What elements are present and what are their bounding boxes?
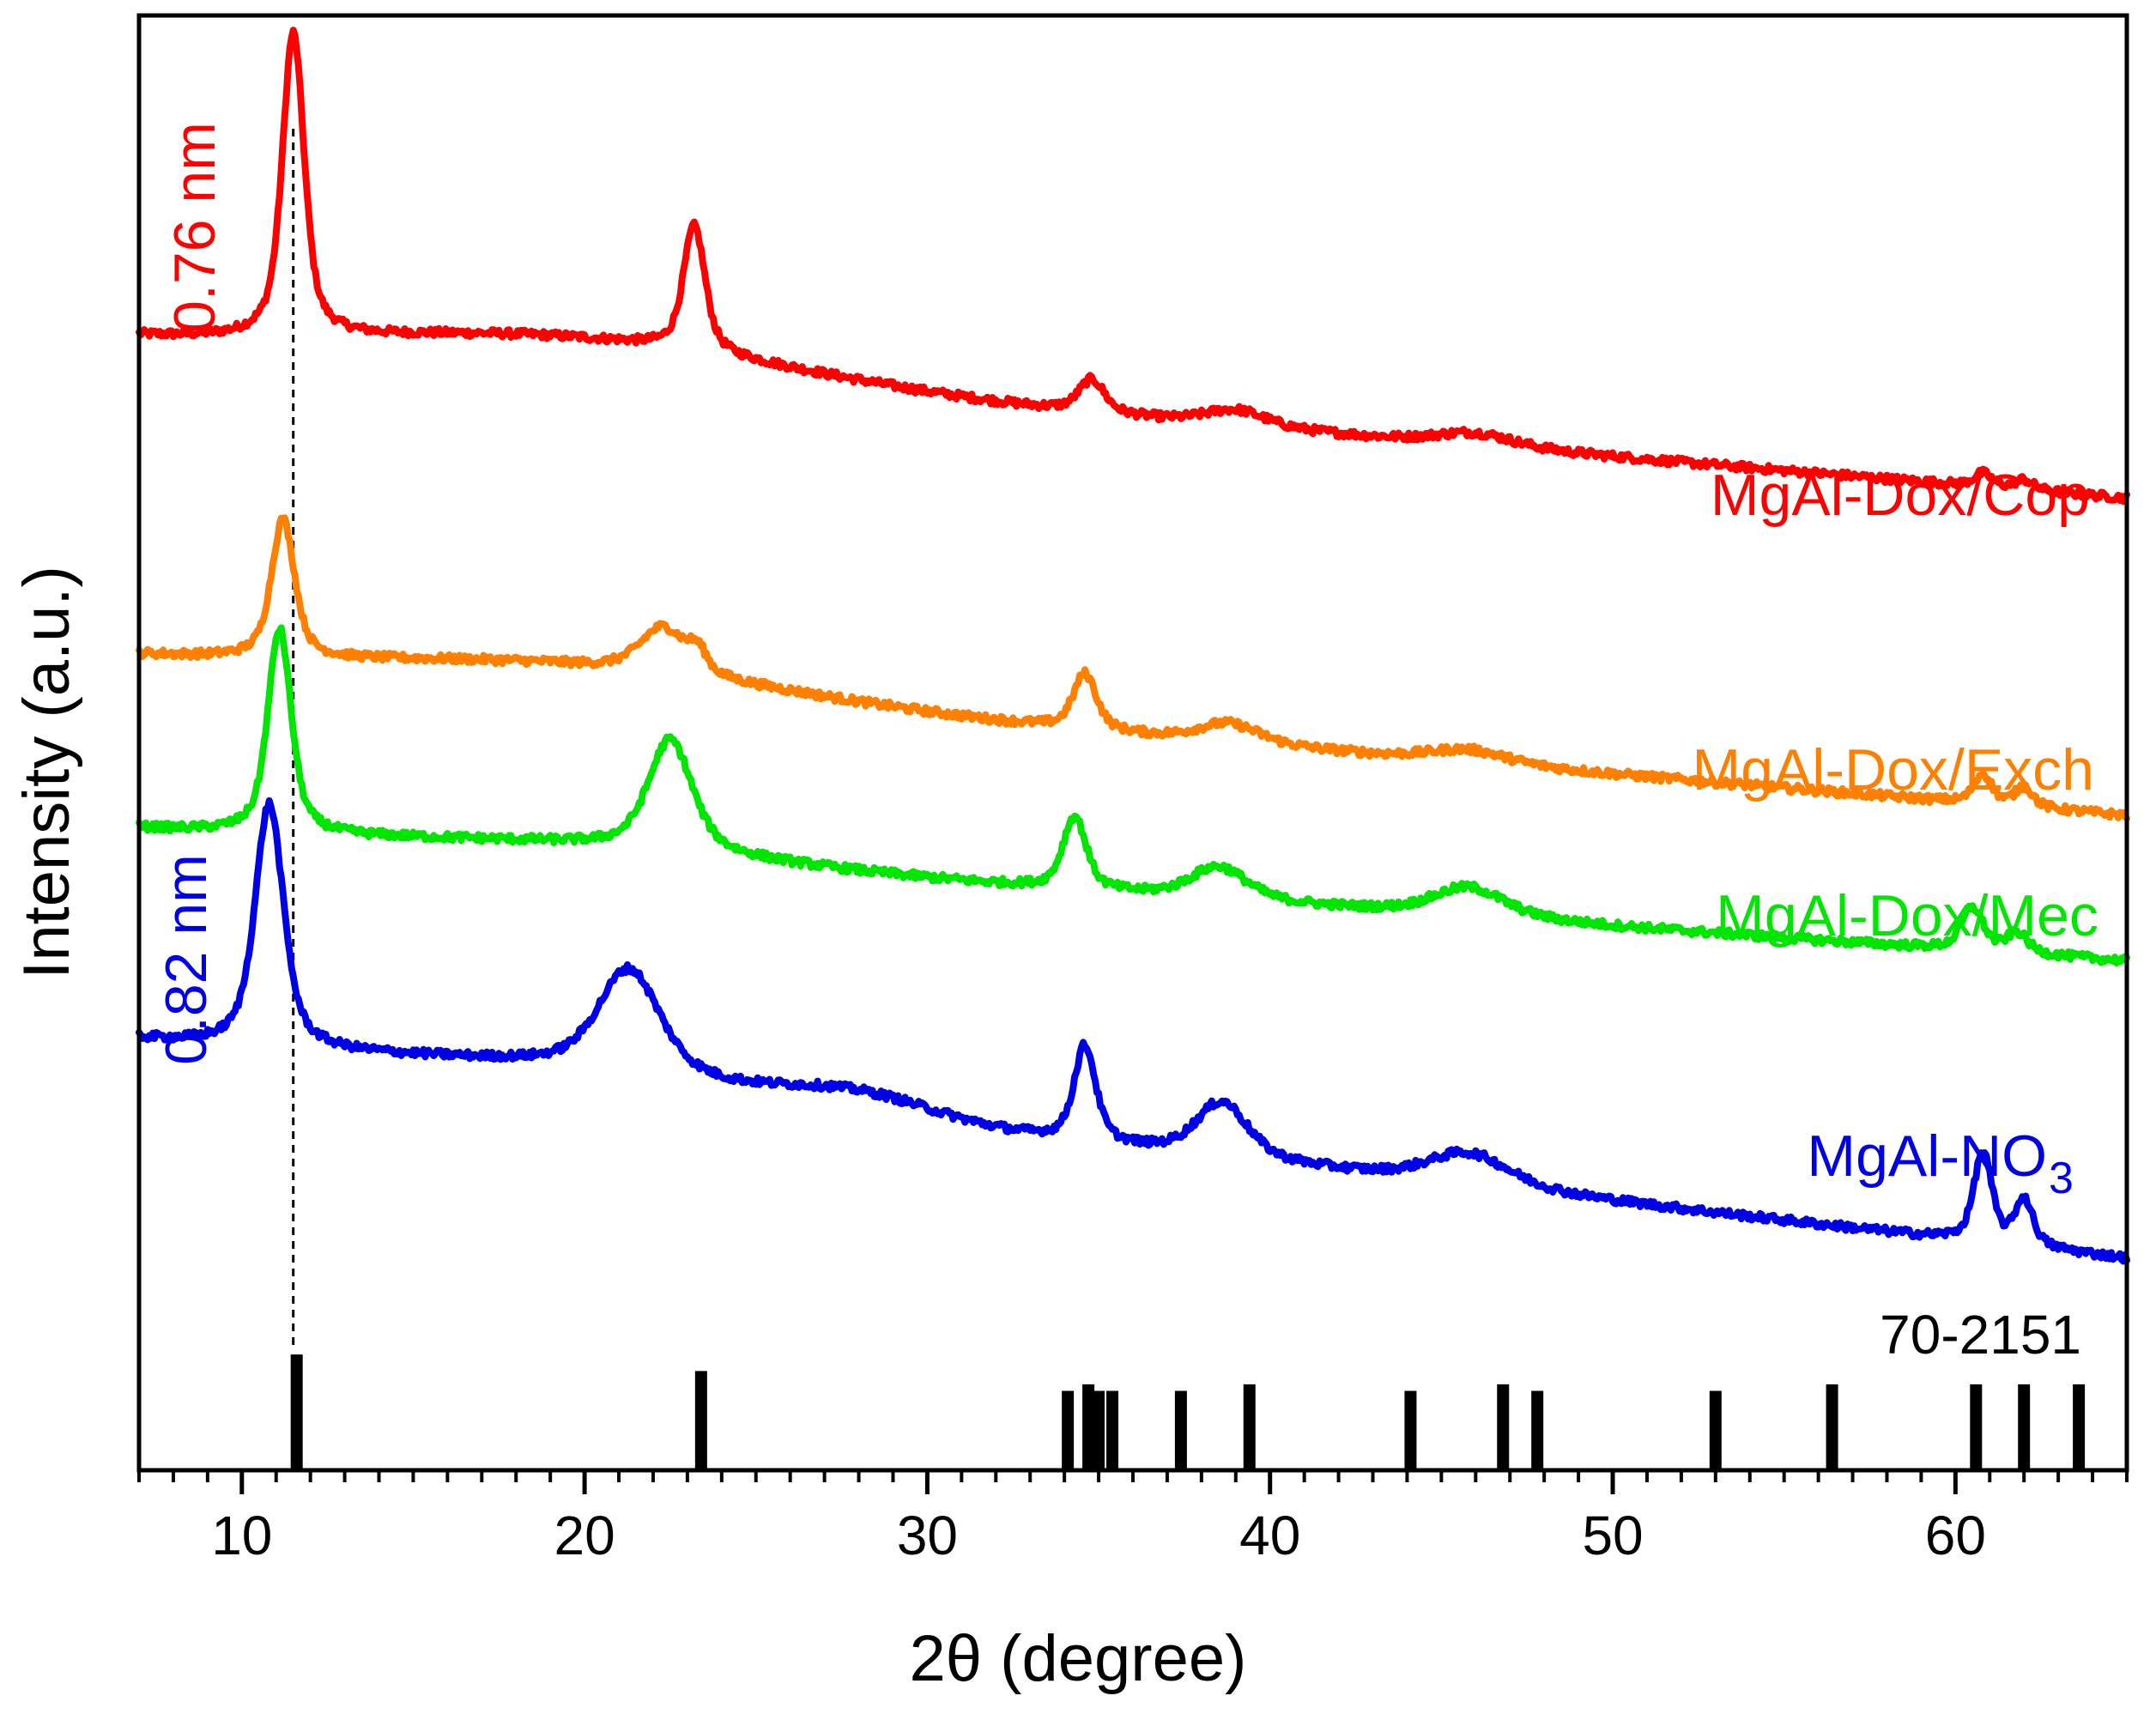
series-line-mgal-dox-mec xyxy=(136,624,2130,967)
series-line-mgal-dox-cop xyxy=(136,27,2130,506)
x-tick-label-40: 40 xyxy=(1239,1505,1300,1566)
reference-label: 70-2151 xyxy=(1880,1304,2081,1366)
series-line-mgal-no3 xyxy=(136,796,2130,1265)
y-axis-title: Intensity (a.u.) xyxy=(10,566,83,979)
series-line-mgal-dox-exch xyxy=(136,514,2130,822)
axes-layer: 10 20 30 40 50 60 xyxy=(136,13,2129,1566)
reference-layer xyxy=(290,1354,2086,1470)
series-label-cop: MgAl-Dox/Cop xyxy=(1711,463,2090,528)
series-label-mec: MgAl-Dox/Mec xyxy=(1716,883,2098,948)
x-tick-label-20: 20 xyxy=(554,1505,615,1566)
series-label-no3-main: MgAl-NO xyxy=(1807,1123,2047,1189)
x-axis-title: 2θ (degree) xyxy=(910,1622,1247,1695)
x-tick-label-10: 10 xyxy=(211,1505,272,1566)
annotation-no3-spacing: 0.82 nm xyxy=(154,854,219,1065)
annotation-cop-spacing: 0.76 nm xyxy=(162,122,227,333)
series-label-no3-subscript: 3 xyxy=(2049,1154,2074,1203)
series-label-no3: MgAl-NO xyxy=(1807,1123,2047,1189)
series-label-exch: MgAl-Dox/Exch xyxy=(1692,737,2094,802)
series-layer xyxy=(136,27,2130,1265)
x-tick-label-30: 30 xyxy=(897,1505,958,1566)
x-tick-label-60: 60 xyxy=(1925,1505,1986,1566)
x-tick-label-50: 50 xyxy=(1582,1505,1643,1566)
